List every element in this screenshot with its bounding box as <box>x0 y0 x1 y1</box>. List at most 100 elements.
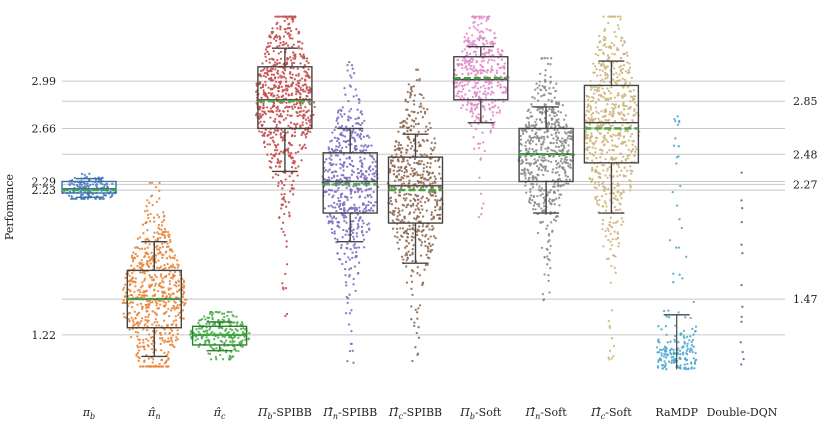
swarm-point <box>263 52 267 55</box>
swarm-point <box>633 95 637 98</box>
swarm-point <box>528 164 532 167</box>
swarm-point <box>473 17 477 20</box>
swarm-point <box>529 139 532 142</box>
swarm-point <box>610 41 614 45</box>
swarm-point <box>158 284 161 287</box>
swarm-point <box>152 279 155 282</box>
swarm-point <box>633 107 636 111</box>
swarm-point <box>374 200 377 204</box>
swarm-point <box>594 139 598 143</box>
swarm-point <box>409 147 413 150</box>
swarm-point <box>339 113 342 116</box>
swarm-point <box>466 61 469 64</box>
swarm-point <box>611 114 615 118</box>
category-label-Pi_b-SPIBB: Πb-SPIBB <box>257 406 312 421</box>
swarm-point <box>475 115 478 118</box>
swarm-point <box>481 31 485 34</box>
swarm-point <box>331 183 334 186</box>
swarm-point <box>524 144 527 148</box>
swarm-point <box>412 224 415 227</box>
swarm-point <box>173 257 176 260</box>
swarm-point <box>614 271 617 275</box>
swarm-point <box>467 40 470 43</box>
swarm-point <box>244 328 247 331</box>
swarm-point <box>635 148 638 151</box>
swarm-point <box>273 144 277 147</box>
swarm-point <box>288 211 291 214</box>
swarm-point <box>481 100 484 103</box>
swarm-point <box>404 246 407 249</box>
swarm-point <box>535 131 538 134</box>
swarm-point <box>539 194 542 197</box>
swarm-point <box>398 168 401 172</box>
swarm-point <box>183 303 186 307</box>
swarm-point <box>503 65 506 68</box>
swarm-point <box>351 130 354 133</box>
swarm-point <box>296 114 299 118</box>
swarm-point <box>414 117 418 120</box>
swarm-point <box>215 358 218 361</box>
swarm-point <box>591 159 594 162</box>
swarm-point <box>291 62 294 65</box>
swarm-point <box>589 140 592 143</box>
swarm-point <box>150 347 154 351</box>
swarm-point <box>525 151 529 154</box>
swarm-point <box>407 242 411 245</box>
swarm-point <box>557 124 560 127</box>
swarm-point <box>532 124 535 127</box>
swarm-point <box>374 160 377 163</box>
swarm-point <box>220 340 224 343</box>
swarm-point <box>371 172 374 176</box>
swarm-point <box>304 105 307 109</box>
swarm-point <box>536 108 539 112</box>
swarm-point <box>677 311 680 314</box>
swarm-point <box>268 159 271 163</box>
swarm-point <box>604 74 607 77</box>
swarm-point <box>211 330 214 334</box>
swarm-point <box>486 16 489 19</box>
swarm-point <box>147 357 151 360</box>
swarm-point <box>357 97 360 101</box>
swarm-point <box>276 15 279 18</box>
swarm-point <box>439 177 443 180</box>
box-RaMDP <box>663 314 690 370</box>
swarm-point <box>151 310 154 313</box>
swarm-point <box>331 222 334 225</box>
swarm-point <box>686 335 689 339</box>
swarm-point <box>672 144 676 147</box>
y-tick-left: 2.66 <box>32 122 57 135</box>
swarm-point <box>130 254 134 257</box>
swarm-point <box>589 79 592 83</box>
swarm-point <box>498 109 502 112</box>
swarm-point <box>165 310 168 313</box>
swarm-point <box>740 220 743 224</box>
swarm-point <box>155 329 158 332</box>
swarm-point <box>479 36 482 39</box>
swarm-point <box>430 141 433 144</box>
swarm-point <box>309 130 312 134</box>
swarm-point <box>519 142 522 145</box>
swarm-point <box>173 345 176 349</box>
swarm-point <box>425 154 428 157</box>
swarm-point <box>485 39 488 43</box>
swarm-point <box>539 88 542 91</box>
swarm-point <box>362 210 365 213</box>
swarm-point <box>613 230 616 233</box>
swarm-point <box>524 155 527 158</box>
swarm-point <box>143 294 146 297</box>
swarm-point <box>158 189 161 192</box>
swarm-point <box>280 193 283 196</box>
swarm-point <box>350 64 354 67</box>
swarm-point <box>336 154 339 157</box>
swarm-point <box>360 144 363 147</box>
swarm-point <box>279 50 283 54</box>
swarm-point <box>490 68 493 72</box>
swarm-point <box>410 239 414 242</box>
swarm-point <box>560 157 563 161</box>
swarm-point <box>687 367 690 370</box>
swarm-point <box>540 121 544 124</box>
swarm-point <box>632 97 635 101</box>
swarm-point <box>129 293 132 297</box>
swarm-point <box>147 345 150 348</box>
swarm-point <box>156 248 159 251</box>
